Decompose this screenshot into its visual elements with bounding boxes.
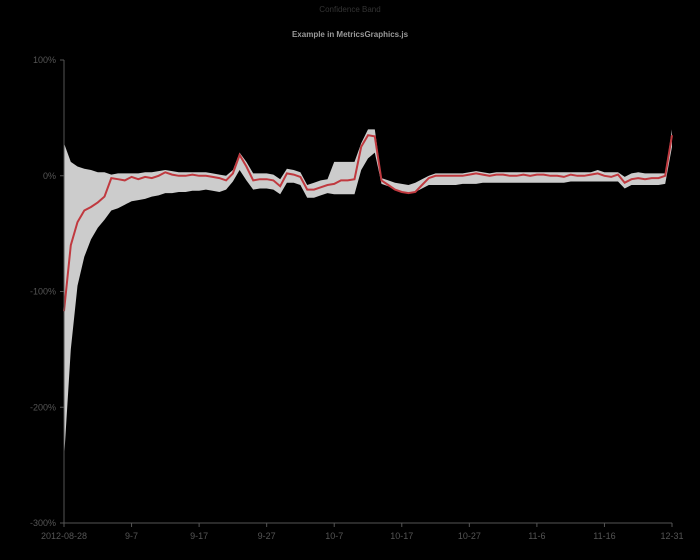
y-tick-label: -200% — [30, 402, 56, 412]
chart-title: Confidence Band — [319, 5, 381, 14]
value-line — [63, 134, 673, 312]
x-tick-label: 10-27 — [458, 531, 481, 541]
confidence-band — [64, 129, 672, 460]
x-tick-label: 9-17 — [190, 531, 208, 541]
x-tick-label: 11-16 — [593, 531, 615, 541]
y-tick-label: -100% — [30, 287, 56, 297]
x-tick-label: 9-27 — [258, 531, 276, 541]
x-tick-label: 12-31 — [660, 531, 683, 541]
x-tick-label: 9-7 — [125, 531, 138, 541]
y-tick-label: 100% — [33, 55, 56, 65]
x-axis: 2012-08-28 9-7 9-17 9-27 10-7 10-17 10-27 11-6 1… — [41, 522, 684, 541]
x-tick-label: 10-17 — [390, 531, 413, 541]
chart-subtitle: Example in MetricsGraphics.js — [291, 30, 409, 39]
x-tick-label: 10-7 — [325, 531, 343, 541]
y-tick-label: 0% — [43, 171, 56, 181]
y-axis: 100% 0% -100% -200% -300% — [30, 55, 65, 528]
x-tick-label: 11-6 — [528, 531, 545, 541]
x-tick-label: 2012-08-28 — [41, 531, 87, 541]
y-tick-label: -300% — [30, 518, 56, 528]
